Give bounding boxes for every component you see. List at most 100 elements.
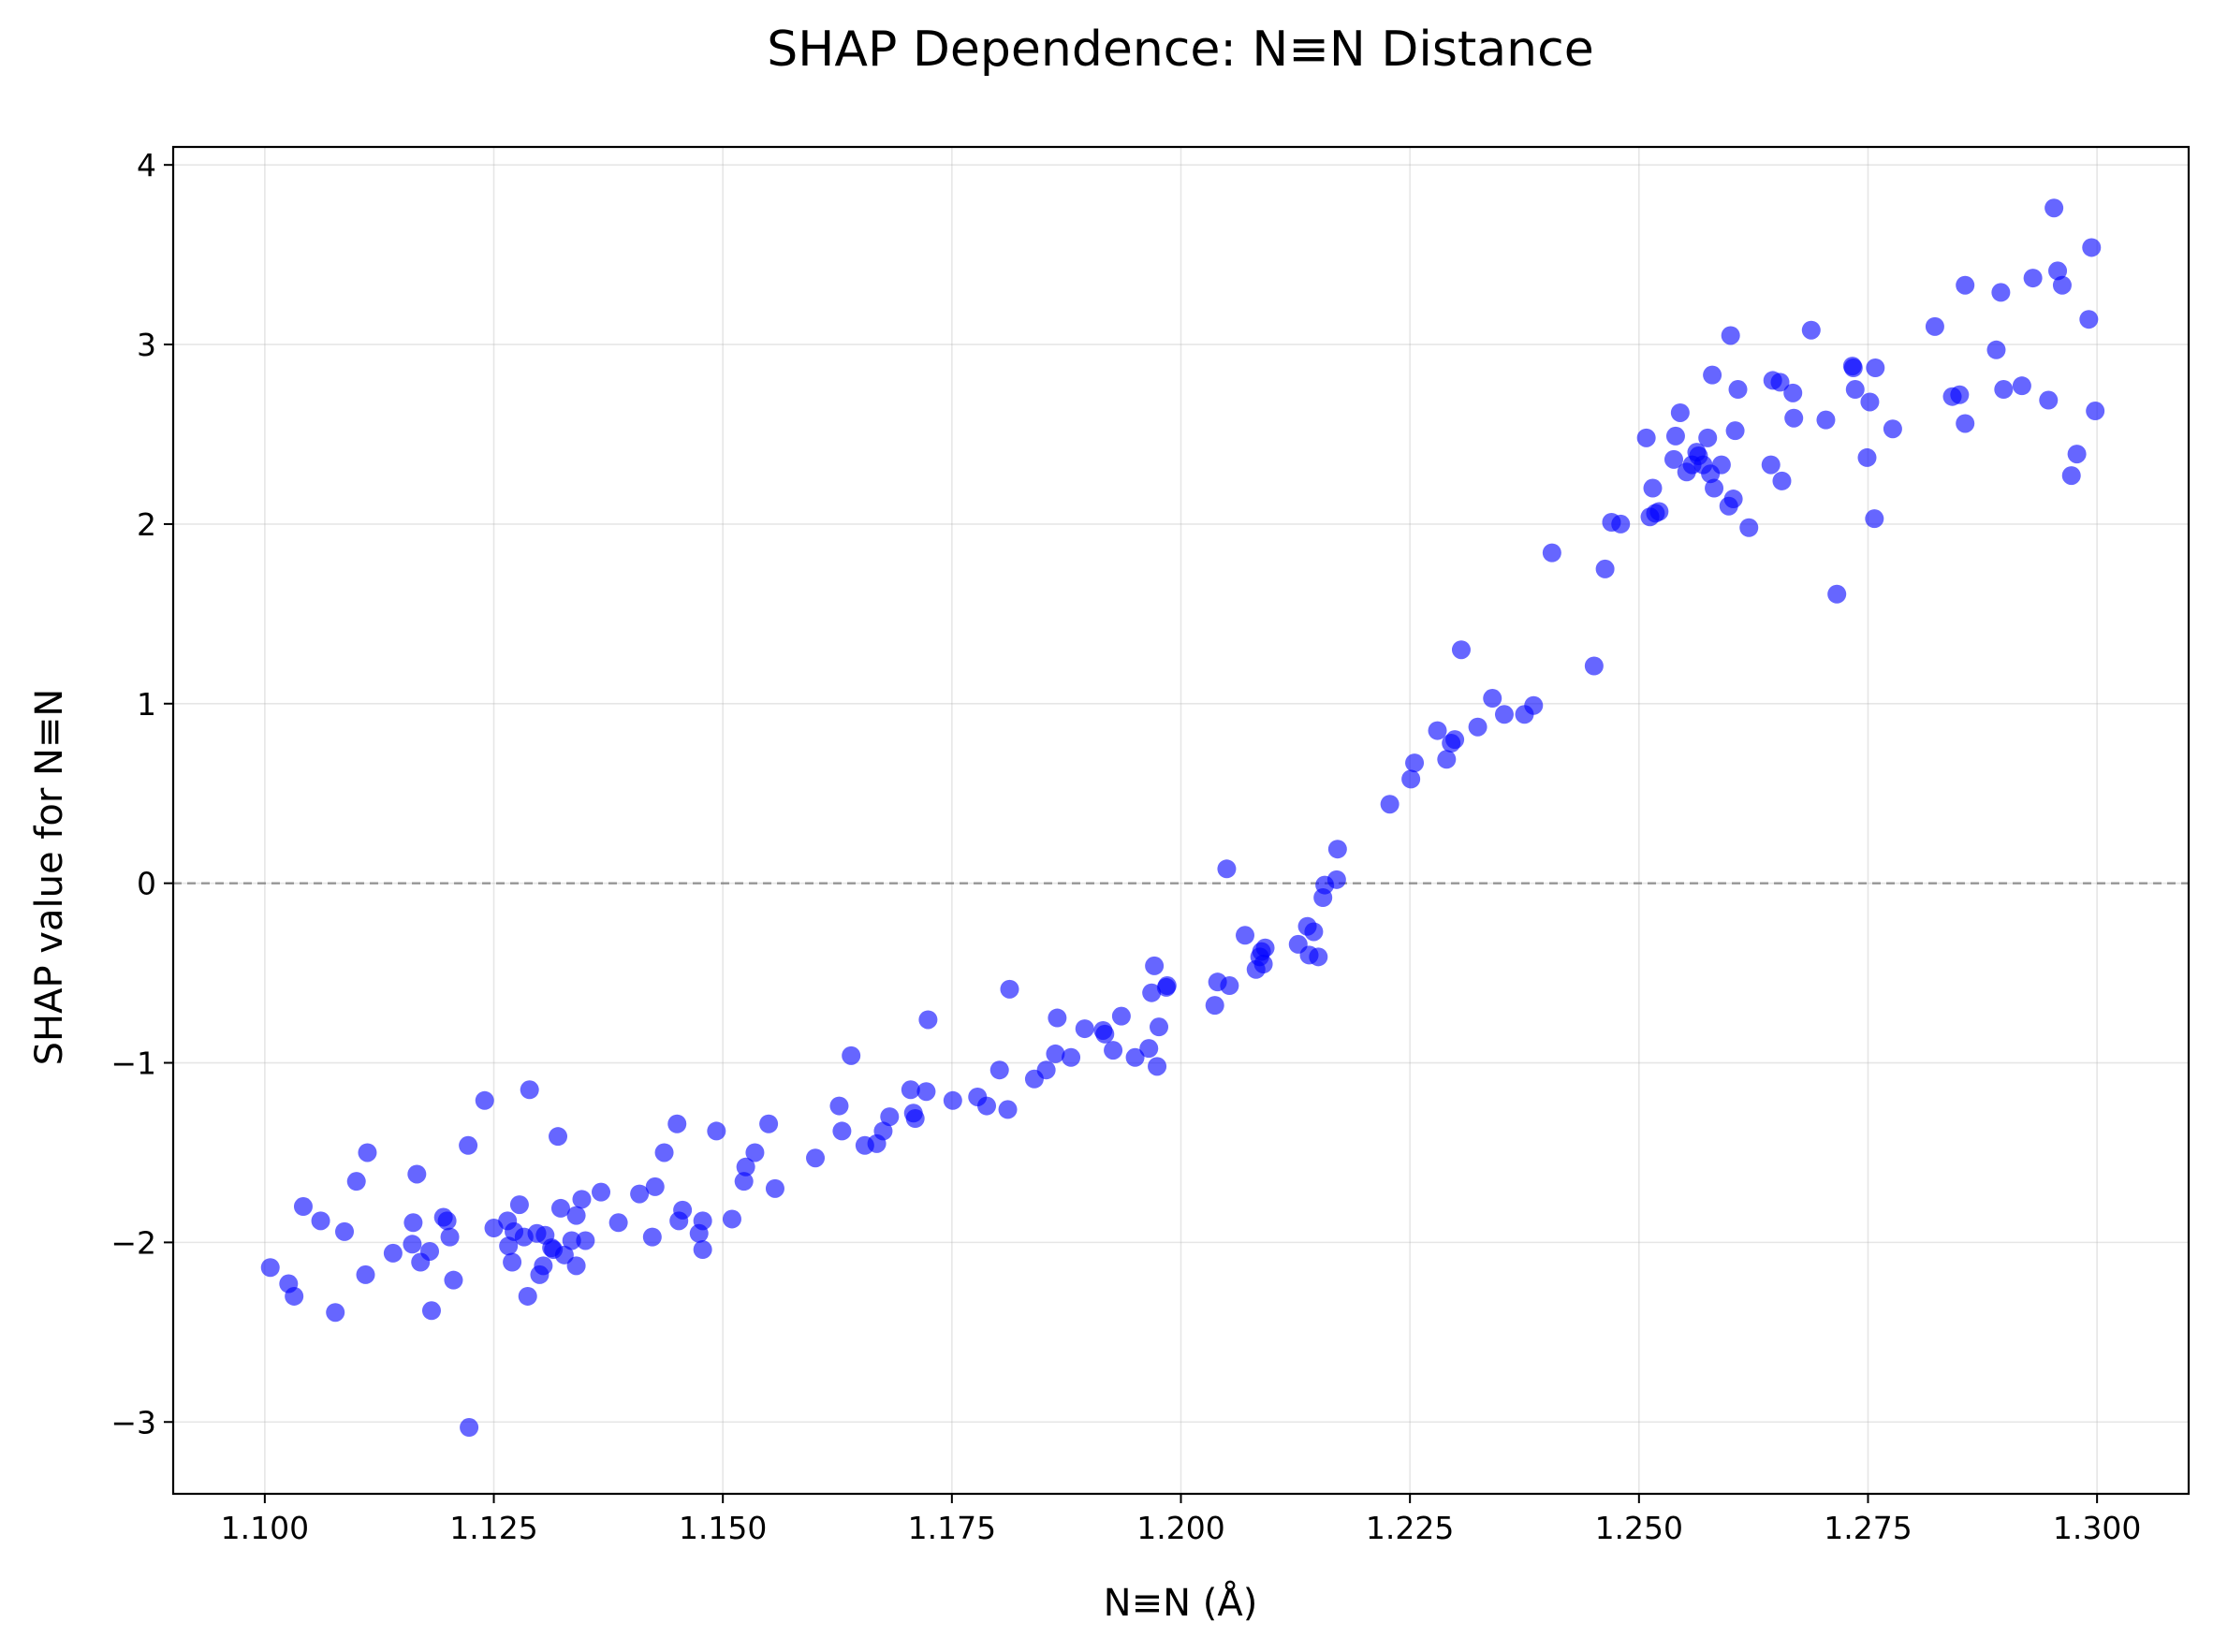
scatter-point — [1725, 421, 1745, 441]
scatter-point — [1401, 769, 1421, 789]
scatter-point — [1157, 976, 1177, 996]
scatter-point — [654, 1143, 674, 1162]
scatter-point — [1857, 447, 1877, 467]
scatter-point — [1327, 840, 1347, 859]
scatter-point — [2023, 269, 2043, 288]
scatter-point — [989, 1060, 1009, 1080]
scatter-point — [645, 1177, 665, 1196]
scatter-point — [421, 1301, 441, 1321]
x-tick-label: 1.300 — [2053, 1510, 2141, 1546]
scatter-point — [1994, 380, 2014, 400]
scatter-point — [356, 1265, 375, 1284]
scatter-point — [1542, 543, 1561, 563]
scatter-point — [1428, 721, 1447, 740]
scatter-point — [592, 1182, 611, 1202]
scatter-point — [1664, 449, 1684, 469]
scatter-point — [459, 1135, 478, 1155]
scatter-point — [1095, 1024, 1115, 1044]
scatter-point — [1145, 956, 1165, 975]
scatter-point — [1801, 320, 1821, 340]
scatter-point — [520, 1080, 539, 1100]
scatter-point — [734, 1172, 754, 1191]
scatter-point — [630, 1184, 650, 1204]
x-tick-label: 1.225 — [1366, 1510, 1454, 1546]
scatter-point — [326, 1303, 345, 1323]
scatter-point — [2061, 466, 2081, 486]
scatter-point — [554, 1245, 574, 1265]
scatter-point — [1705, 478, 1724, 498]
scatter-point — [534, 1256, 553, 1276]
scatter-point — [2079, 310, 2099, 329]
scatter-point — [1445, 730, 1465, 750]
scatter-point — [745, 1143, 765, 1162]
scatter-point — [1721, 326, 1740, 345]
scatter-point — [383, 1243, 403, 1263]
scatter-point — [550, 1198, 570, 1218]
x-tick-label: 1.275 — [1824, 1510, 1912, 1546]
scatter-point — [693, 1211, 712, 1231]
chart-title: SHAP Dependence: N≡N Distance — [767, 22, 1593, 78]
x-axis-label: N≡N (Å) — [1104, 1580, 1258, 1625]
scatter-point — [693, 1240, 712, 1260]
scatter-point — [260, 1258, 280, 1278]
scatter-point — [1723, 490, 1743, 509]
scatter-point — [2082, 238, 2102, 257]
scatter-point — [311, 1211, 330, 1231]
scatter-point — [1437, 750, 1457, 769]
scatter-point — [673, 1200, 693, 1220]
scatter-point — [722, 1209, 741, 1229]
scatter-point — [642, 1227, 662, 1247]
x-tick-label: 1.250 — [1595, 1510, 1683, 1546]
scatter-point — [549, 1127, 568, 1147]
scatter-point — [566, 1256, 586, 1276]
scatter-point — [1956, 275, 1975, 295]
scatter-point — [1494, 705, 1514, 724]
scatter-point — [1451, 640, 1471, 660]
scatter-point — [1845, 380, 1865, 400]
scatter-point — [1142, 983, 1162, 1002]
scatter-point — [1783, 383, 1803, 402]
scatter-point — [1380, 795, 1400, 814]
scatter-point — [460, 1418, 479, 1438]
scatter-point — [484, 1219, 504, 1238]
scatter-point — [1036, 1060, 1056, 1080]
scatter-point — [1326, 870, 1346, 889]
scatter-point — [1698, 428, 1718, 447]
y-axis-ticks: −3 −2 −1 0 1 2 3 4 — [110, 147, 173, 1440]
scatter-point — [2044, 198, 2064, 218]
scatter-point — [916, 1082, 936, 1102]
scatter-point — [1304, 922, 1324, 942]
scatter-point — [1595, 559, 1615, 578]
scatter-point — [576, 1231, 595, 1250]
scatter-point — [1405, 753, 1425, 773]
y-tick-label: 3 — [137, 327, 156, 363]
scatter-point — [2067, 445, 2087, 464]
scatter-point — [444, 1270, 463, 1290]
scatter-point — [1649, 502, 1669, 521]
scatter-point — [1739, 518, 1759, 537]
x-tick-label: 1.175 — [908, 1510, 996, 1546]
x-axis-ticks: 1.100 1.125 1.150 1.175 1.200 1.225 1.250 1.275… — [221, 1494, 2141, 1546]
scatter-point — [1148, 1057, 1167, 1076]
scatter-point — [842, 1045, 861, 1065]
scatter-point — [1524, 695, 1544, 715]
scatter-point — [437, 1211, 457, 1231]
scatter-point — [346, 1172, 366, 1191]
y-tick-label: −3 — [110, 1404, 156, 1440]
scatter-point — [667, 1114, 687, 1133]
scatter-point — [1468, 717, 1488, 737]
scatter-point — [562, 1231, 581, 1250]
scatter-point — [1062, 1047, 1081, 1067]
x-tick-label: 1.125 — [449, 1510, 537, 1546]
scatter-point — [1584, 656, 1604, 676]
scatter-point — [977, 1096, 997, 1116]
grid — [173, 147, 2189, 1494]
scatter-point — [293, 1197, 313, 1217]
scatter-point — [1220, 976, 1239, 996]
scatter-point — [1125, 1047, 1145, 1067]
scatter-point — [1986, 340, 2006, 359]
scatter-point — [509, 1195, 529, 1215]
y-axis-label: SHAP value for N≡N — [28, 689, 71, 1066]
scatter-point — [1865, 509, 1884, 529]
y-tick-label: 1 — [137, 686, 156, 723]
